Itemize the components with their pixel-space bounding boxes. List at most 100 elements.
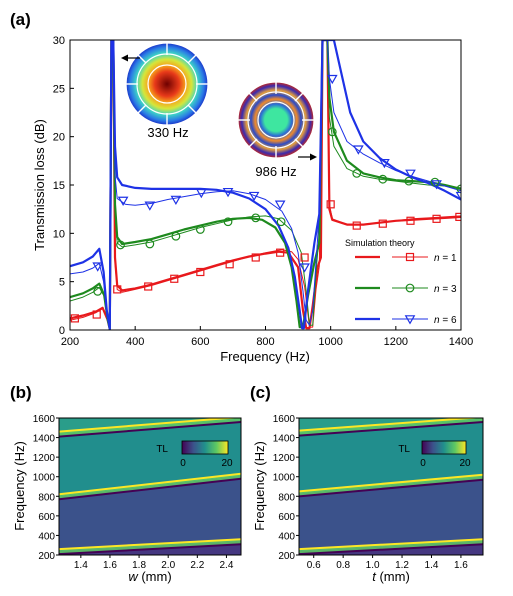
panel-c-region-mid: [299, 476, 483, 552]
panel-b-x-tick-label: 2.0: [161, 560, 175, 571]
y-tick-label: 5: [59, 277, 65, 289]
y-tick-label: 30: [53, 35, 65, 47]
panel-b-x-tick-label: 1.4: [74, 560, 88, 571]
panel-b-y-tick-label: 600: [38, 512, 55, 523]
panel-b-resonance-dip-1: [59, 477, 241, 501]
marker-n1-3: [144, 282, 153, 291]
panel-c-x-tick-label: 1.2: [395, 560, 409, 571]
panel-b-colorbar-label: TL: [156, 444, 168, 455]
panel-b-colorbar-min: 0: [180, 458, 186, 469]
legend-title: Simulation theory: [345, 238, 415, 248]
panel-b-y-tick-label: 1000: [33, 473, 56, 484]
marker-n1-13: [406, 216, 415, 225]
legend-marker-n6: [404, 315, 416, 325]
marker-n6-6: [248, 191, 260, 202]
marker-n6-8: [299, 263, 310, 273]
marker-n1-4: [170, 274, 179, 283]
marker-n6-7: [274, 200, 286, 210]
arrow-to-330hz-peak: [121, 54, 140, 62]
marker-n6-5: [222, 187, 234, 198]
panel-b-x-tick-label: 1.8: [132, 560, 146, 571]
marker-n3-1: [116, 240, 125, 250]
y-tick-label: 0: [59, 325, 65, 337]
panel-c-y-tick-label: 1000: [273, 473, 296, 484]
panel-c-y-tick-label: 600: [278, 512, 295, 523]
panel-b-resonance-peak-0: [59, 538, 241, 551]
marker-n6-11: [379, 158, 390, 169]
marker-n3-3: [171, 231, 181, 241]
x-tick-label: 400: [126, 336, 144, 348]
marker-n1-12: [378, 219, 387, 228]
marker-n6-1: [117, 196, 129, 206]
marker-n3-4: [195, 225, 205, 234]
x-tick-label: 200: [61, 336, 79, 348]
mode-shape-986hz-image: [237, 81, 315, 159]
marker-n1-15: [455, 212, 461, 221]
marker-n3-9: [352, 168, 362, 178]
legend-marker-n1: [405, 252, 415, 262]
marker-n6-2: [144, 201, 156, 211]
panel-c-resonance-dip-2: [299, 420, 483, 437]
marker-n6-4: [195, 188, 207, 199]
panel-c-colorbar-scale: [421, 440, 467, 455]
x-tick-label: 1000: [318, 336, 342, 348]
panel-c-resonance-band-2: [299, 418, 483, 436]
panel-c-y-tick-label: 400: [278, 531, 295, 542]
panel-b-resonance-dip-2: [59, 420, 241, 438]
panel-b-resonance-band-0: [59, 538, 241, 554]
panel-c-label: (c): [250, 383, 271, 402]
panel-b-y-tick-label: 1200: [33, 453, 56, 464]
panel-c-x-tick-label: 1.4: [425, 560, 439, 571]
panel-b-colorbar-scale: [181, 440, 229, 455]
panel-b-colorbar: TL 0 20: [156, 440, 233, 469]
marker-n1-14: [432, 214, 441, 223]
panel-b-y-tick-label: 400: [38, 531, 55, 542]
arrow-to-986hz-peak: [298, 153, 317, 161]
panel-b-y-tick-label: 800: [38, 492, 55, 503]
panel-c-resonance-peak-0: [299, 538, 483, 551]
panel-c-x-tick-label: 1.0: [366, 560, 380, 571]
simulation-line-n6: [70, 40, 461, 330]
panel-b-resonance-band-2: [59, 418, 241, 437]
panel-a-legend: Simulation theory n = 1 n = 3 n = 6: [345, 238, 457, 326]
panel-c-x-tick-label: 0.8: [336, 560, 350, 571]
marker-n3-0: [93, 286, 103, 296]
marker-n3-13: [456, 184, 461, 194]
panel-c-region-high: [299, 419, 483, 494]
panel-b-resonance-peak-1: [59, 472, 241, 496]
panel-b-frame: [58, 417, 242, 556]
panel-b-y-tick-label: 1600: [33, 414, 56, 425]
marker-n3-8: [327, 127, 337, 137]
panel-a-label: (a): [10, 10, 31, 29]
marker-n6-3: [170, 195, 182, 206]
panel-a-y-axis-label: Transmission loss (dB): [32, 119, 47, 251]
marker-n1-8: [276, 248, 285, 257]
marker-n6-0: [92, 262, 104, 272]
panel-a-plot: 200 400 600 800 1000 1200 1400 0 5 10 15 20 25 30: [32, 35, 473, 364]
panel-c-y-tick-label: 1200: [273, 453, 296, 464]
mode-shape-330hz-image: [125, 42, 209, 126]
x-tick-label: 600: [191, 336, 209, 348]
panel-c-colorbar-max: 20: [459, 458, 471, 469]
marker-n3-6: [251, 213, 261, 223]
panel-c-resonance-dip-1: [299, 478, 483, 498]
simulation-line-n1: [70, 40, 461, 330]
panel-b-x-tick-label: 1.6: [103, 560, 117, 571]
marker-n3-2: [145, 239, 155, 249]
y-tick-label: 20: [53, 132, 65, 144]
panel-a-x-axis-label: Frequency (Hz): [220, 349, 310, 364]
panel-b-resonance-band-1: [59, 473, 241, 499]
panel-c-resonance-band-0: [299, 538, 483, 554]
marker-n1-9: [300, 253, 309, 262]
x-tick-label: 1200: [384, 336, 408, 348]
marker-n1-10: [326, 200, 335, 209]
panel-b-y-tick-label: 200: [38, 551, 55, 562]
legend-marker-n3: [405, 283, 415, 293]
panel-c-y-axis-label: Frequency (Hz): [252, 441, 267, 531]
annotation-986hz: 986 Hz: [255, 164, 296, 179]
panel-c-y-tick-label: 1600: [273, 414, 296, 425]
panel-b-heatmap: 1.4 1.6 1.8 2.0 2.2 2.42004006008001000120014…: [12, 414, 242, 584]
panel-c-x-axis-label: t (mm): [372, 569, 410, 584]
marker-n1-6: [225, 260, 234, 269]
